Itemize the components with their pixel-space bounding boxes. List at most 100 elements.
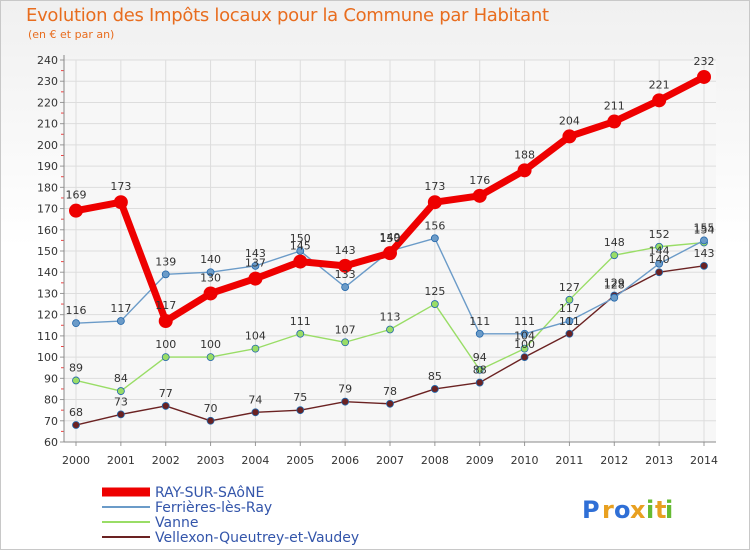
legend-label-3: Vellexon-Queutrey-et-Vaudey [155, 530, 359, 546]
data-label-0: 143 [335, 244, 356, 257]
logo-letter: t [655, 496, 666, 524]
data-label-2: 84 [114, 372, 128, 385]
data-label-2: 125 [424, 285, 445, 298]
x-tick-label: 2006 [331, 454, 359, 467]
data-label-1: 156 [424, 219, 445, 232]
x-tick-label: 2013 [645, 454, 673, 467]
x-tick-label: 2001 [107, 454, 135, 467]
data-label-0: 149 [380, 231, 401, 244]
data-point-2 [116, 387, 125, 395]
data-labels: 169 173 117 130 137 145 143 149 173 176 188 204 211 2… [66, 55, 715, 419]
data-point-2 [341, 338, 350, 347]
y-tick-label: 100 [37, 351, 58, 364]
y-tick-label: 60 [44, 436, 58, 449]
data-point-0 [383, 246, 397, 261]
axes: 60 70 80 90 100 110 120 130 140 150 160 170 180 190 20… [37, 54, 718, 467]
data-label-2: 94 [473, 351, 487, 364]
data-label-2: 152 [649, 228, 670, 241]
data-label-0: 204 [559, 114, 580, 127]
data-label-1: 155 [694, 221, 715, 234]
data-point-1 [72, 319, 80, 328]
data-label-3: 140 [649, 253, 670, 266]
data-label-0: 173 [424, 180, 445, 193]
data-point-0 [517, 163, 532, 178]
data-point-1 [296, 247, 305, 255]
data-label-3: 75 [293, 391, 307, 404]
data-label-0: 188 [514, 148, 535, 161]
data-label-1: 144 [649, 245, 670, 258]
data-label-1: 143 [245, 247, 266, 260]
legend-label-2: Vanne [155, 515, 198, 531]
y-tick-label: 240 [37, 54, 58, 67]
data-point-1 [251, 261, 260, 270]
data-label-3: 68 [69, 406, 83, 419]
data-label-0: 169 [66, 189, 87, 202]
x-tick-label: 2010 [511, 454, 539, 467]
data-label-3: 77 [159, 387, 173, 400]
data-point-2 [161, 353, 170, 362]
data-point-2 [386, 325, 394, 334]
data-label-1: 150 [380, 232, 401, 245]
data-label-2: 104 [514, 330, 535, 343]
data-label-3: 88 [473, 364, 487, 377]
data-point-0 [248, 271, 263, 286]
data-label-1: 117 [110, 302, 131, 315]
data-label-0: 232 [694, 55, 715, 68]
data-point-2 [296, 329, 305, 338]
data-point-2 [565, 295, 574, 304]
y-tick-label: 180 [37, 181, 58, 194]
y-tick-label: 80 [44, 394, 58, 407]
data-point-1 [475, 329, 484, 338]
data-point-3 [206, 416, 215, 425]
y-tick-label: 130 [37, 287, 58, 300]
data-label-2: 127 [559, 281, 580, 294]
data-point-3 [475, 378, 484, 387]
data-point-1 [206, 268, 215, 277]
data-point-0 [113, 195, 128, 210]
data-point-0 [338, 258, 353, 273]
data-point-2 [72, 376, 80, 385]
legend: RAY-SUR-SAôNEFerrières-lès-RayVanneVelle… [102, 485, 359, 546]
data-point-1 [161, 270, 170, 279]
logo-letter: P [582, 496, 600, 524]
data-point-3 [565, 329, 574, 338]
chart-subtitle: (en € et par an) [28, 28, 115, 41]
data-label-3: 79 [338, 383, 352, 396]
data-point-3 [161, 402, 170, 410]
data-label-3: 85 [428, 370, 442, 383]
x-tick-label: 2012 [600, 454, 628, 467]
data-label-3: 129 [604, 277, 625, 290]
data-label-1: 140 [200, 253, 221, 266]
x-tick-label: 2003 [197, 454, 225, 467]
data-point-0 [652, 93, 667, 108]
y-tick-label: 140 [37, 266, 58, 279]
legend-label-1: Ferrières-lès-Ray [155, 500, 272, 516]
y-tick-label: 110 [37, 330, 58, 343]
data-label-1: 111 [469, 315, 490, 328]
data-point-0 [293, 254, 308, 269]
data-point-3 [700, 261, 708, 270]
data-point-3 [386, 399, 394, 408]
data-label-0: 173 [110, 180, 131, 193]
data-point-3 [251, 408, 260, 417]
series-lines [69, 69, 711, 429]
data-label-0: 117 [155, 299, 176, 312]
y-tick-label: 200 [37, 139, 58, 152]
legend-label-0: RAY-SUR-SAôNE [155, 485, 264, 501]
data-point-0 [562, 129, 577, 144]
data-label-3: 73 [114, 395, 128, 408]
data-label-1: 150 [290, 232, 311, 245]
data-label-2: 100 [155, 338, 176, 351]
data-point-2 [475, 365, 484, 374]
data-point-2 [206, 353, 215, 362]
y-tick-label: 70 [44, 415, 58, 428]
data-point-1 [700, 236, 708, 245]
data-point-0 [697, 69, 711, 84]
x-tick-label: 2007 [376, 454, 404, 467]
y-tick-label: 90 [44, 372, 58, 385]
y-tick-label: 220 [37, 96, 58, 109]
data-label-0: 176 [469, 174, 490, 187]
data-point-2 [610, 251, 619, 260]
x-tick-label: 2000 [62, 454, 90, 467]
data-point-2 [520, 344, 529, 353]
